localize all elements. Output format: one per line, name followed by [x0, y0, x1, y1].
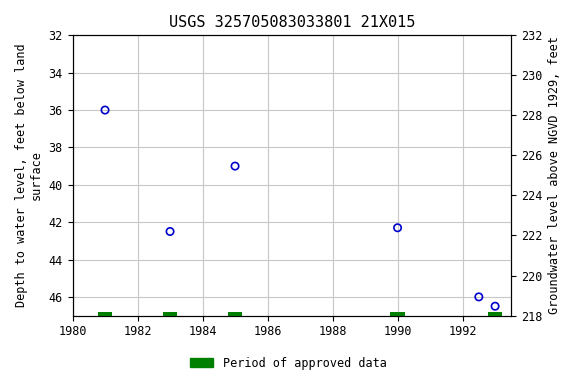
Point [100, 107, 109, 113]
Point [165, 228, 175, 235]
Point [230, 163, 240, 169]
Y-axis label: Depth to water level, feet below land
surface: Depth to water level, feet below land su… [15, 44, 43, 307]
Point [474, 294, 483, 300]
Bar [488, 312, 502, 317]
Point [393, 225, 402, 231]
Bar [391, 312, 405, 317]
Legend: Period of approved data: Period of approved data [185, 352, 391, 374]
Title: USGS 325705083033801 21X015: USGS 325705083033801 21X015 [169, 15, 415, 30]
Bar [163, 312, 177, 317]
Bar [228, 312, 242, 317]
Bar [98, 312, 112, 317]
Y-axis label: Groundwater level above NGVD 1929, feet: Groundwater level above NGVD 1929, feet [548, 36, 561, 314]
Point [491, 303, 500, 309]
